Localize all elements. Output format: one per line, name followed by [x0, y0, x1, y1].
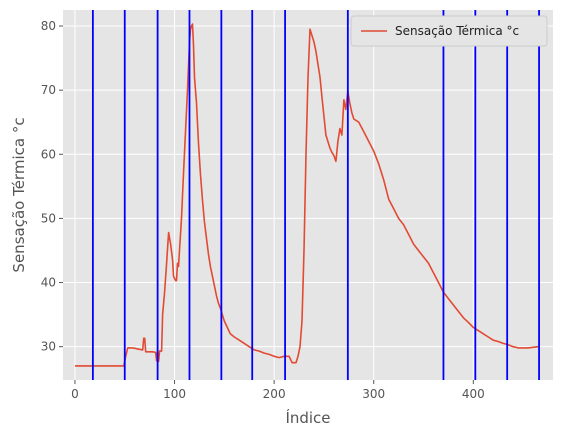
y-tick-label: 60	[41, 147, 56, 161]
x-tick-label: 100	[163, 387, 186, 401]
y-axis-label: Sensação Térmica °c	[10, 117, 28, 272]
y-tick-label: 80	[41, 19, 56, 33]
y-tick-label: 30	[41, 340, 56, 354]
y-tick-label: 50	[41, 211, 56, 225]
y-tick-label: 70	[41, 83, 56, 97]
legend-box	[350, 15, 548, 47]
tick-labels: 0 100 200 300 400 30 40 50 60 70 80	[41, 19, 485, 401]
series-layer	[75, 23, 539, 367]
series-line	[75, 23, 539, 367]
x-tick-label: 200	[263, 387, 286, 401]
legend: Sensação Térmica °c	[350, 15, 548, 47]
x-tick-label: 0	[71, 387, 79, 401]
vertical-marker-lines	[91, 10, 540, 380]
x-tick-label: 400	[462, 387, 485, 401]
x-axis-label: Índice	[285, 408, 330, 427]
y-tick-label: 40	[41, 276, 56, 290]
x-tick-label: 300	[362, 387, 385, 401]
legend-label: Sensação Térmica °c	[395, 24, 519, 38]
